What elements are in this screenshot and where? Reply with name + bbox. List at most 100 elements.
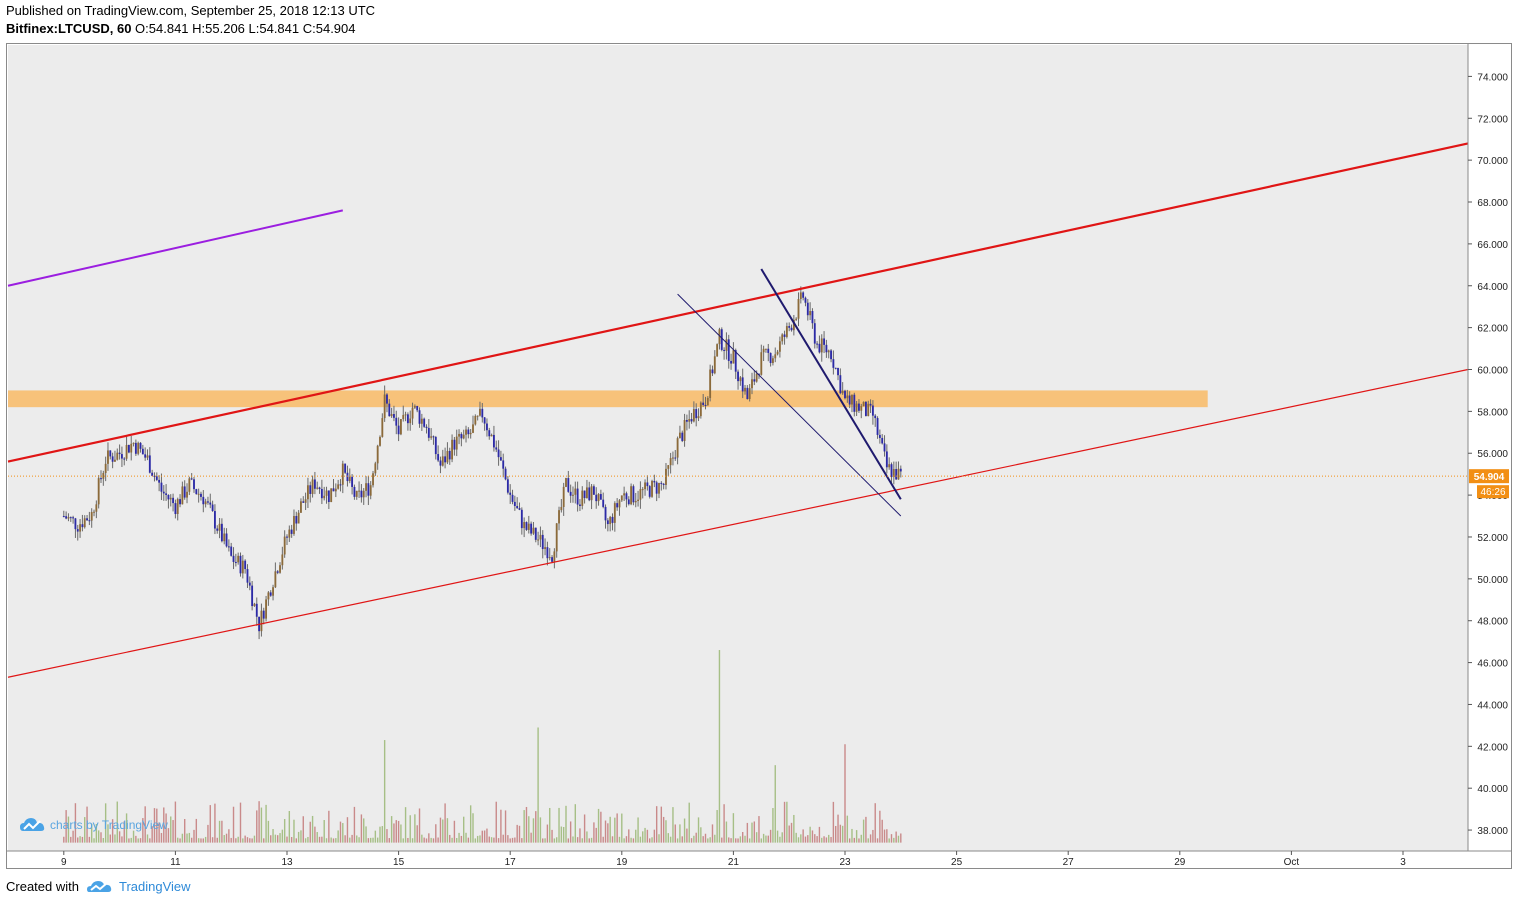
volume-bar: [835, 825, 837, 843]
wedge-lower-line[interactable]: [677, 293, 902, 517]
candle-body: [399, 419, 402, 435]
watermark: charts by TradingView: [20, 817, 168, 833]
candle-body: [792, 319, 795, 331]
candle-body: [662, 483, 665, 485]
candle-body: [406, 414, 409, 424]
candle-body: [795, 318, 798, 320]
candle-body: [207, 501, 209, 503]
candle-body: [627, 499, 630, 505]
volume-bar: [304, 838, 307, 843]
candle-body: [527, 523, 530, 530]
volume-bar: [674, 824, 676, 843]
volume-bar: [307, 836, 309, 843]
candle-body: [709, 369, 712, 398]
candle-body: [876, 418, 879, 435]
volume-bar: [144, 806, 146, 843]
volume-bar: [107, 824, 109, 843]
candle-body: [241, 560, 244, 574]
resistance-zone[interactable]: [8, 390, 1208, 408]
time-axis-label: 11: [170, 857, 181, 868]
volume-bar: [767, 835, 769, 843]
candle-body: [492, 434, 495, 448]
volume-bar: [516, 824, 518, 843]
candle-body: [711, 369, 714, 374]
candle-body: [220, 523, 223, 542]
candle-body: [344, 463, 347, 473]
volume-bar: [279, 833, 281, 843]
candle-body: [781, 334, 784, 342]
candle-body: [509, 492, 512, 495]
candle-body: [646, 482, 649, 487]
candle-body: [411, 407, 414, 419]
volume-bar: [514, 837, 516, 843]
candle-body: [62, 516, 65, 518]
candle-body: [546, 547, 549, 559]
candle-body: [758, 373, 760, 375]
volume-bar: [456, 837, 458, 843]
candle-body: [251, 585, 254, 607]
candle-body: [104, 463, 107, 474]
channel-upper-line[interactable]: [7, 142, 1469, 463]
volume-bar: [439, 817, 442, 843]
candle-body: [516, 506, 519, 509]
candle-body: [362, 490, 365, 498]
price-chart[interactable]: 38.000 40.000 42.000 44.000 46.000 48.000 50.0…: [7, 44, 1511, 868]
volume-bar: [855, 830, 858, 843]
volume-bar: [272, 829, 274, 843]
chart-frame[interactable]: 38.000 40.000 42.000 44.000 46.000 48.000 50.0…: [6, 43, 1512, 869]
tradingview-logo-icon[interactable]: [86, 880, 113, 894]
volume-bar: [646, 829, 649, 843]
volume-bar: [474, 838, 477, 843]
volume-bar: [325, 838, 328, 843]
cloud-logo-icon: [20, 818, 45, 831]
channel-lower-line[interactable]: [7, 368, 1469, 678]
volume-bar: [481, 830, 483, 843]
volume-bar: [374, 830, 377, 843]
volume-bar: [876, 838, 879, 843]
candle-body: [723, 349, 726, 351]
volume-bar: [539, 817, 542, 843]
volume-bar: [116, 801, 118, 843]
candle-body: [855, 403, 858, 412]
candle-body: [172, 497, 175, 504]
volume-bar: [537, 727, 539, 843]
last-price-text: 54.904: [1474, 472, 1505, 483]
volume-bar: [249, 838, 251, 843]
volume-bar: [697, 817, 700, 843]
candle-body: [688, 419, 691, 422]
candle-body: [195, 489, 198, 495]
candle-body: [141, 448, 144, 455]
volume-bar: [318, 836, 321, 843]
candle-body: [169, 497, 172, 500]
volume-bar: [404, 807, 407, 843]
candle-body: [834, 367, 837, 369]
purple-trend-line[interactable]: [7, 209, 344, 287]
volume-bar: [97, 830, 100, 843]
candle-body: [676, 438, 679, 458]
volume-bar: [163, 807, 165, 843]
volume-bar: [621, 813, 623, 843]
candle-body: [858, 403, 860, 411]
volume-bar: [639, 836, 642, 843]
volume-bar: [265, 804, 267, 843]
candle-body: [797, 299, 800, 319]
candle-body: [611, 516, 614, 523]
candle-body: [618, 500, 621, 508]
ohlc-values: O:54.841 H:55.206 L:54.841 C:54.904: [131, 21, 356, 36]
plot-background[interactable]: [8, 45, 1468, 851]
wedge-upper-line[interactable]: [760, 268, 902, 500]
volume-bar: [353, 806, 356, 843]
candle-body: [144, 454, 147, 458]
candle-body: [874, 415, 877, 419]
candle-body: [114, 459, 116, 462]
candle-body: [351, 476, 354, 487]
volume-bar: [288, 811, 291, 843]
volume-bar: [742, 832, 744, 843]
volume-bar: [781, 832, 783, 843]
candle-body: [265, 599, 268, 619]
candle-body: [230, 546, 233, 556]
volume-bar: [614, 817, 616, 843]
volume-bar: [623, 838, 625, 843]
volume-bar: [579, 828, 581, 843]
tradingview-link[interactable]: TradingView: [118, 879, 191, 894]
